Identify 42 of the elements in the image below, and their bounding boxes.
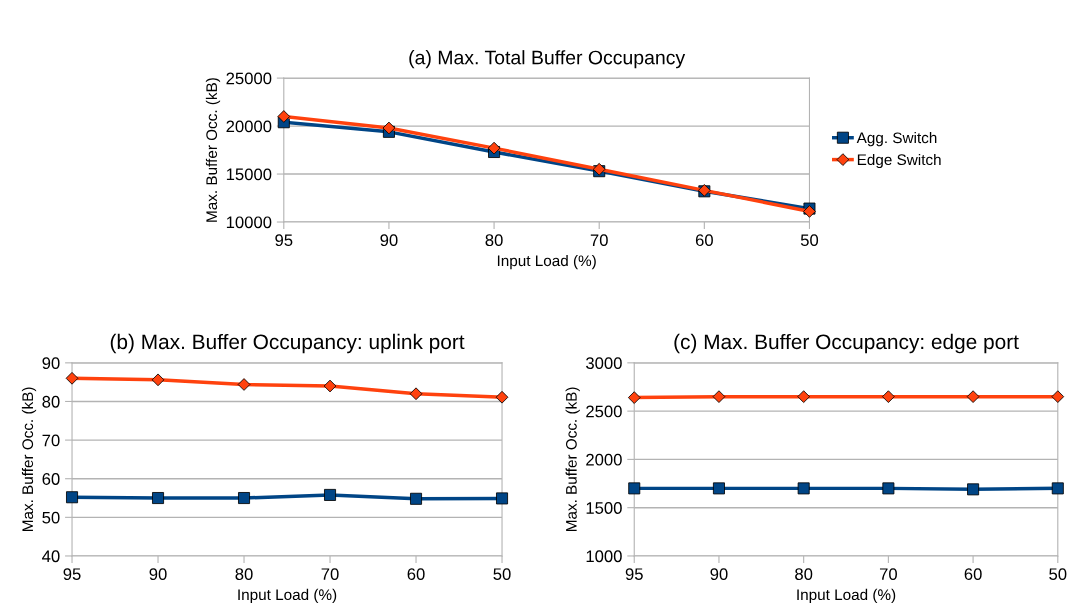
chart-title: (c) Max. Buffer Occupancy: edge port — [674, 333, 1019, 354]
y-tick-label: 40 — [42, 550, 60, 563]
x-tick-label: 90 — [710, 568, 728, 581]
y-tick-label: 20000 — [226, 120, 272, 133]
y-axis-title: Max. Buffer Occ. (kB) — [565, 387, 580, 532]
x-tick-label: 95 — [63, 568, 81, 581]
x-tick-label: 50 — [800, 234, 819, 247]
y-tick-label: 3000 — [586, 357, 622, 370]
x-tick-label: 60 — [695, 234, 713, 247]
x-tick-label: 50 — [493, 568, 511, 581]
y-tick-label: 1000 — [586, 550, 622, 563]
x-tick-label: 70 — [321, 568, 339, 581]
y-tick-label: 25000 — [226, 72, 272, 85]
y-tick-label: 60 — [42, 473, 60, 485]
x-tick-label: 60 — [964, 568, 982, 581]
y-tick-label: 2500 — [586, 405, 622, 418]
y-axis-title: Max. Buffer Occ. (kB) — [205, 78, 221, 222]
x-tick-label: 95 — [275, 234, 293, 247]
y-tick-label: 1500 — [586, 502, 622, 514]
x-tick-label: 90 — [149, 568, 167, 581]
x-axis-title: Input Load (%) — [238, 588, 337, 604]
x-tick-label: 60 — [407, 568, 425, 581]
x-tick-label: 70 — [879, 568, 897, 581]
chart-title: (b) Max. Buffer Occupancy: uplink port — [110, 333, 465, 354]
x-axis-title: Input Load (%) — [497, 254, 596, 270]
y-tick-label: 15000 — [226, 168, 272, 181]
x-axis-title: Input Load (%) — [797, 588, 896, 604]
y-tick-label: 70 — [42, 434, 60, 447]
legend-label: Agg. Switch — [856, 132, 937, 147]
y-tick-label: 10000 — [226, 216, 272, 229]
y-tick-label: 50 — [42, 511, 60, 524]
y-axis-title: Max. Buffer Occ. (kB) — [21, 387, 37, 532]
y-tick-label: 2000 — [586, 453, 622, 466]
x-tick-label: 80 — [795, 568, 813, 581]
y-tick-label: 90 — [42, 357, 60, 370]
x-tick-label: 80 — [485, 234, 503, 247]
x-tick-label: 95 — [625, 568, 643, 581]
x-tick-label: 90 — [380, 234, 398, 247]
legend-label: Edge Switch — [857, 153, 941, 169]
y-tick-label: 80 — [42, 395, 60, 408]
x-tick-label: 50 — [1049, 568, 1067, 581]
chart-title: (a) Max. Total Buffer Occupancy — [409, 50, 686, 69]
